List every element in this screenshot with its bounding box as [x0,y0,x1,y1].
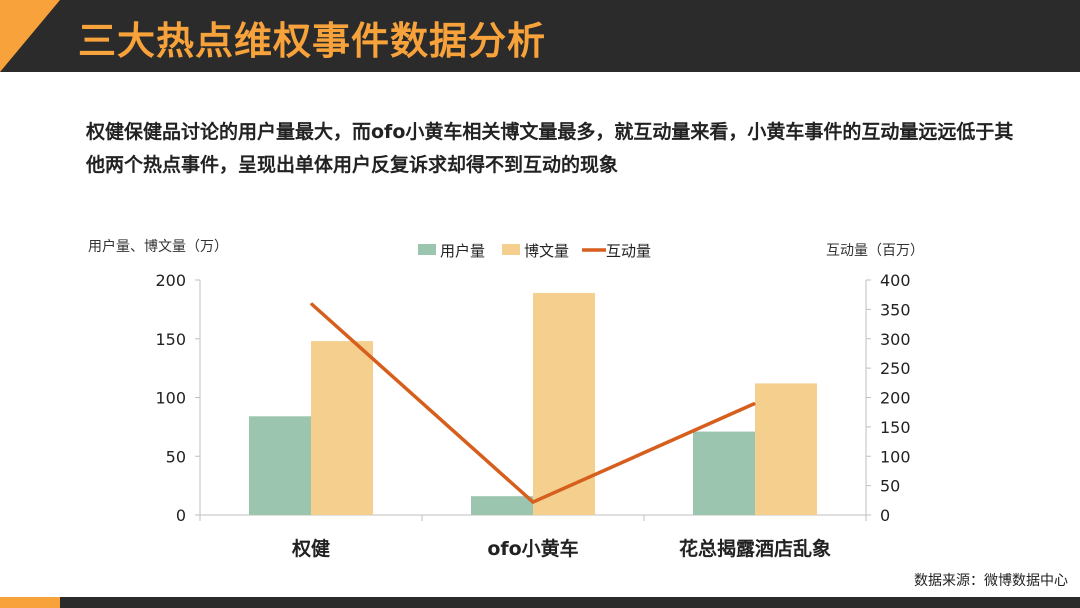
right-tick-label: 200 [880,389,911,408]
right-tick-label: 300 [880,330,911,349]
right-axis-label: 互动量（百万） [826,243,924,259]
chart-ticks: 0 50 100 150 200 0 50 100 150 200 250 300 350 400 权健 of… [155,271,910,560]
interactions-point [754,402,756,404]
footer-accent [0,597,60,608]
right-tick-label: 100 [880,447,911,466]
legend-swatch [502,244,520,255]
right-tick-label: 150 [880,418,911,437]
left-tick-label: 200 [155,271,186,290]
header-accent [0,0,60,72]
bar-users [693,431,755,515]
header-bar [0,0,1080,72]
left-tick-label: 150 [155,330,186,349]
category-label: ofo小黄车 [487,537,578,560]
chart-line [309,302,756,505]
description-text: 权健保健品讨论的用户量最大，而ofo小黄车相关博文量最多，就互动量来看，小黄车事… [86,121,1014,176]
legend-label: 互动量 [606,242,651,260]
bar-users [249,416,311,515]
right-tick-label: 50 [880,477,900,496]
footer-bar [0,597,1080,608]
legend-swatch [418,244,436,255]
category-label: 花总揭露酒店乱象 [679,537,831,560]
chart-legend: 用户量 博文量 互动量 [418,242,651,260]
bar-users [471,496,533,515]
left-tick-label: 100 [155,389,186,408]
legend-label: 博文量 [524,242,569,260]
right-tick-label: 0 [880,506,890,525]
right-tick-label: 250 [880,359,911,378]
interactions-point [310,303,312,304]
right-tick-label: 400 [880,271,911,290]
left-axis-label: 用户量、博文量（万） [88,238,228,255]
category-label: 权健 [291,537,330,560]
interactions-point [532,501,534,503]
bar-posts [533,292,595,515]
left-tick-label: 0 [176,506,186,525]
page-title: 三大热点维权事件数据分析 [78,19,547,63]
left-tick-label: 50 [166,447,186,466]
legend-label: 用户量 [440,242,485,260]
bar-posts [311,341,373,515]
right-tick-label: 350 [880,300,911,319]
bar-posts [755,383,817,515]
source-note: 数据来源：微博数据中心 [914,573,1068,589]
